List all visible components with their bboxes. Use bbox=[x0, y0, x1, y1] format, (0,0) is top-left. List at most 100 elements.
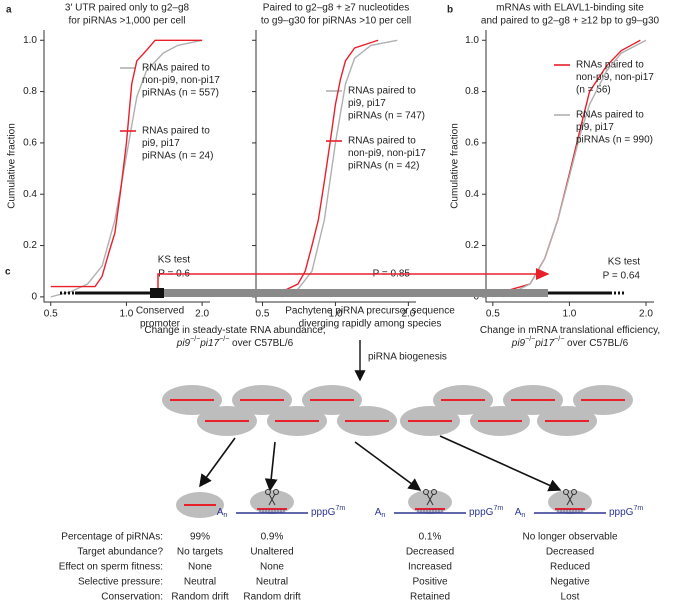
precursor-label: Pachytene piRNA precursor sequence bbox=[285, 306, 455, 317]
cap: pppG7m bbox=[609, 505, 643, 517]
fate-arrow bbox=[264, 441, 278, 492]
scissors bbox=[426, 493, 434, 506]
fate-arrow bbox=[439, 435, 562, 492]
legend-label: piRNAs (n = 24) bbox=[142, 151, 213, 162]
x-axis-label-part: pi17 bbox=[534, 338, 554, 349]
x-tick-label: 1.0 bbox=[328, 309, 342, 320]
precursor-label: diverging rapidly among species bbox=[299, 319, 442, 330]
x-axis-label-part: pi9 bbox=[176, 338, 191, 349]
x-tick-label: 2.0 bbox=[195, 309, 209, 320]
y-tick-label: 0.4 bbox=[23, 189, 37, 200]
legend-label: piRNAs (n = 990) bbox=[576, 135, 653, 146]
legend-label: RNAs paired to bbox=[348, 136, 416, 147]
x-axis-label-part: −/− bbox=[554, 336, 564, 343]
row-label: Effect on sperm fitness: bbox=[59, 562, 163, 573]
row-value: None bbox=[188, 562, 212, 573]
y-tick-label: 0 bbox=[473, 292, 479, 303]
scissors bbox=[268, 493, 276, 506]
x-tick-label: 2.0 bbox=[401, 309, 415, 320]
legend-label: pi9, pi17 bbox=[142, 138, 180, 149]
x-axis-label-part: Change in mRNA translational efficiency, bbox=[480, 325, 660, 336]
x-axis-label: pi9−/−pi17−/− over C57BL/6 bbox=[176, 336, 294, 348]
y-tick-label: 0.6 bbox=[23, 138, 37, 149]
row-value: Decreased bbox=[406, 547, 454, 558]
row-label: Target abundance? bbox=[77, 547, 163, 558]
poly-a: An bbox=[515, 507, 526, 520]
row-value: Unaltered bbox=[250, 547, 293, 558]
row-value: Reduced bbox=[550, 562, 590, 573]
scissors bbox=[273, 489, 279, 495]
x-axis-label-part: over C57BL/6 bbox=[564, 338, 628, 349]
scissors bbox=[423, 489, 429, 495]
fate-arrow bbox=[199, 437, 236, 488]
x-axis-label-part: −/− bbox=[525, 336, 535, 343]
axis-line bbox=[255, 30, 416, 303]
x-axis-label: pi9−/−pi17−/− over C57BL/6 bbox=[511, 336, 629, 348]
axis-line bbox=[485, 30, 654, 303]
y-tick-label: 0.4 bbox=[465, 189, 479, 200]
legend-label: (n = 56) bbox=[576, 85, 611, 96]
row-label: Selective pressure: bbox=[78, 577, 163, 588]
y-tick-label: 1.0 bbox=[465, 35, 479, 46]
x-tick-label: 0.5 bbox=[44, 309, 58, 320]
cap-sup: 7m bbox=[335, 505, 345, 512]
annotation: P = 0.64 bbox=[603, 271, 641, 282]
y-axis-label: Cumulative fraction bbox=[450, 123, 461, 209]
poly-a-sub: n bbox=[521, 512, 525, 519]
x-axis-label: Change in mRNA translational efficiency, bbox=[480, 325, 660, 336]
x-axis-label-part: Change in steady-state RNA abundance, bbox=[144, 325, 325, 336]
y-tick-label: 0.6 bbox=[465, 138, 479, 149]
x-tick-label: 2.0 bbox=[639, 309, 653, 320]
scissors bbox=[571, 489, 577, 495]
legend-label: non-pi9, non-pi17 bbox=[576, 72, 654, 83]
transcription-arrow bbox=[157, 268, 550, 288]
x-tick-label: 0.5 bbox=[486, 309, 500, 320]
legend-label: piRNAs (n = 557) bbox=[142, 88, 219, 99]
x-axis-label-part: over C57BL/6 bbox=[229, 338, 293, 349]
row-value: Random drift bbox=[171, 592, 228, 602]
row-value: None bbox=[260, 562, 284, 573]
poly-a-sub: n bbox=[223, 512, 227, 519]
y-tick-label: 0.2 bbox=[23, 240, 37, 251]
legend-label: pi9, pi17 bbox=[348, 98, 386, 109]
precursor bbox=[164, 289, 548, 297]
cap-text: pppG bbox=[609, 507, 634, 518]
chart-title: 3′ UTR paired only to g2–g8 bbox=[65, 3, 190, 14]
legend-label: non-pi9, non-pi17 bbox=[142, 75, 220, 86]
poly-a-text: A bbox=[217, 507, 224, 518]
y-tick-label: 0 bbox=[31, 292, 37, 303]
row-label: Conservation: bbox=[101, 592, 163, 602]
annotation: KS test bbox=[608, 257, 640, 268]
cap-text: pppG bbox=[469, 507, 494, 518]
promoter bbox=[150, 288, 164, 298]
biogenesis-label: piRNA biogenesis bbox=[368, 352, 447, 363]
promoter-label: Conserved bbox=[136, 306, 184, 317]
poly-a-sub: n bbox=[381, 512, 385, 519]
scissors bbox=[431, 489, 437, 495]
cap-text: pppG bbox=[311, 507, 336, 518]
chart-title: mRNAs with ELAVL1-binding site bbox=[496, 3, 644, 14]
chart-title: for piRNAs >1,000 per cell bbox=[68, 16, 185, 27]
legend-label: RNAs paired to bbox=[576, 60, 644, 71]
y-tick-label: 1.0 bbox=[23, 35, 37, 46]
scissors bbox=[566, 493, 574, 506]
legend-label: RNAs paired to bbox=[142, 63, 210, 74]
legend-label: non-pi9, non-pi17 bbox=[348, 148, 426, 159]
poly-a-text: A bbox=[515, 507, 522, 518]
panel-label: b bbox=[447, 5, 453, 16]
row-value: No targets bbox=[177, 547, 223, 558]
row-value: Neutral bbox=[256, 577, 288, 588]
legend-label: RNAs paired to bbox=[142, 126, 210, 137]
panel-label: c bbox=[5, 267, 11, 278]
cap-sup: 7m bbox=[493, 505, 503, 512]
cdf-line bbox=[50, 39, 203, 288]
cdf-line bbox=[281, 39, 398, 298]
annotation: KS test bbox=[158, 255, 190, 266]
row-value: Retained bbox=[410, 592, 450, 602]
row-value: Lost bbox=[561, 592, 580, 602]
x-tick-label: 1.0 bbox=[119, 309, 133, 320]
panel-label: a bbox=[6, 5, 12, 16]
x-tick-label: 0.5 bbox=[256, 309, 270, 320]
cap: pppG7m bbox=[311, 505, 345, 517]
row-value: Negative bbox=[550, 577, 590, 588]
